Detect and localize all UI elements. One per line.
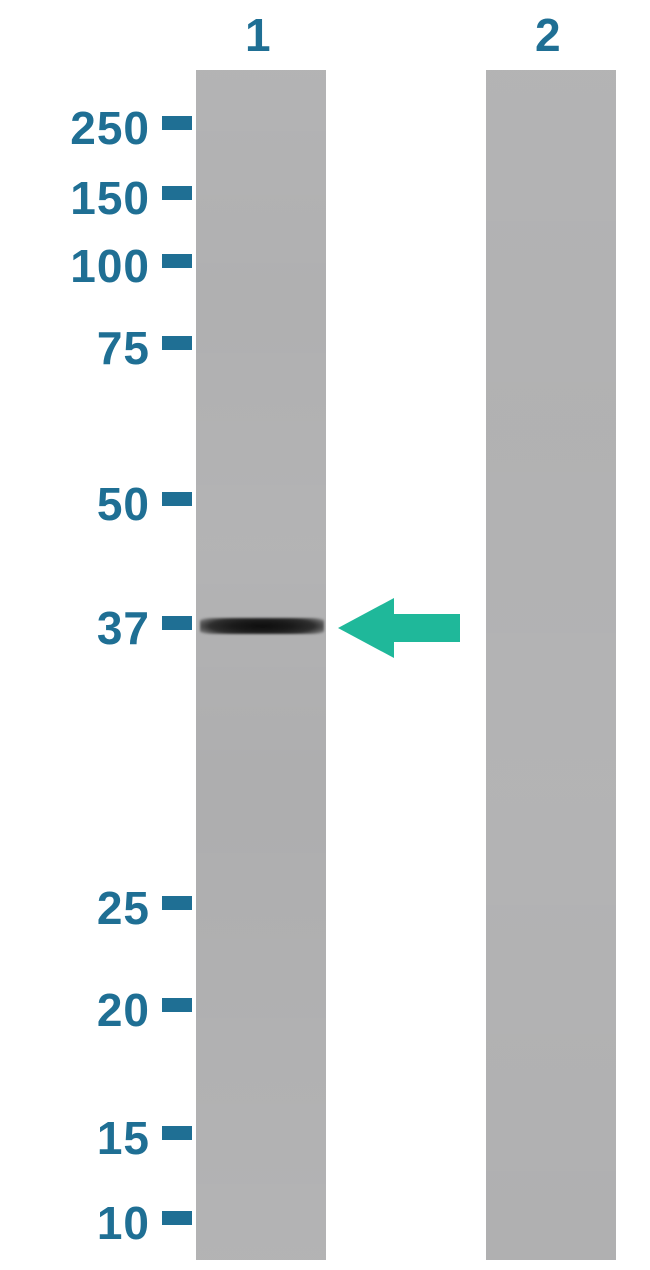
- mw-marker-tick: [162, 1211, 192, 1225]
- protein-band: [200, 618, 324, 634]
- mw-marker-tick: [162, 336, 192, 350]
- gel-lane: [196, 70, 326, 1260]
- mw-marker-tick: [162, 116, 192, 130]
- mw-marker-tick: [162, 1126, 192, 1140]
- lane-header: 1: [245, 8, 271, 62]
- mw-marker-tick: [162, 254, 192, 268]
- lane-header: 2: [535, 8, 561, 62]
- gel-lane: [486, 70, 616, 1260]
- arrow-head: [338, 598, 394, 658]
- mw-marker-tick: [162, 186, 192, 200]
- arrow-tail: [394, 614, 460, 642]
- mw-marker-tick: [162, 896, 192, 910]
- mw-marker-tick: [162, 492, 192, 506]
- mw-marker-tick: [162, 998, 192, 1012]
- mw-marker-tick: [162, 616, 192, 630]
